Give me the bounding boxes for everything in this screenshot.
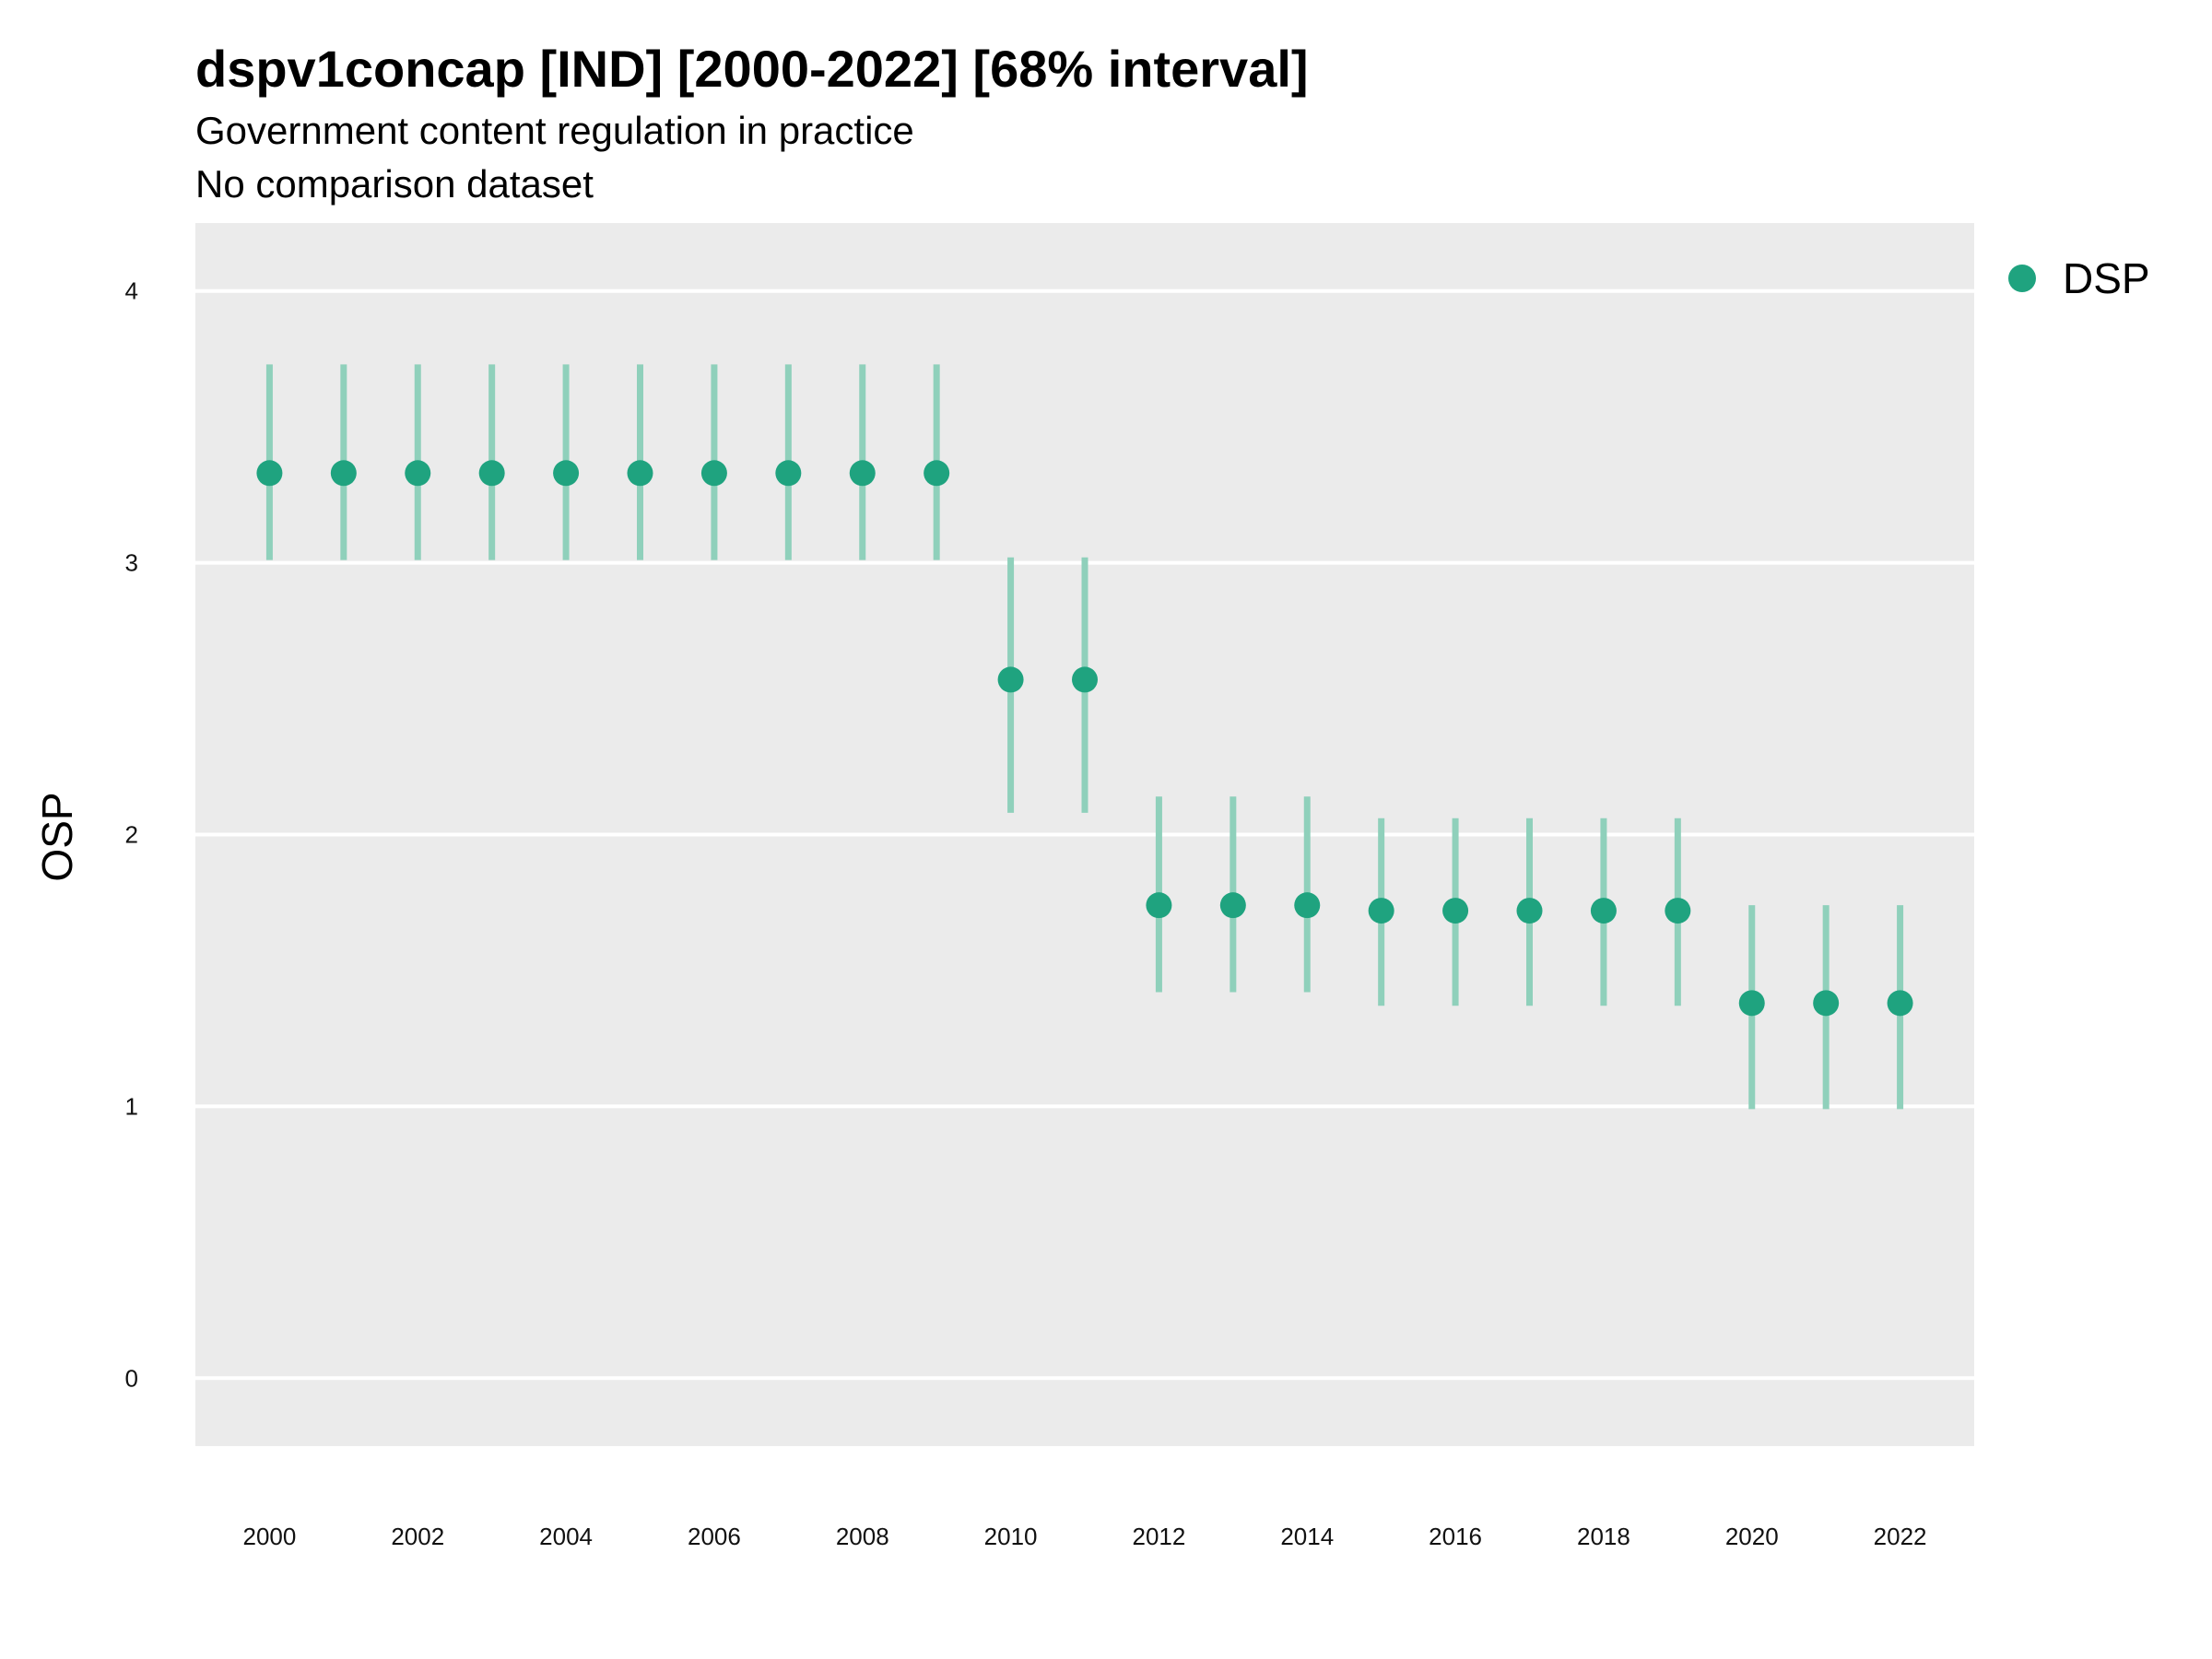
x-axis-ticks: 2000 2002 2004 2006 2008 2010 2012 2014 2016 2018…: [242, 1523, 1926, 1550]
x-tick-label-2008: 2008: [836, 1523, 889, 1550]
y-tick-label-4: 4: [125, 277, 138, 305]
point-2001: [330, 460, 357, 487]
point-2004: [553, 460, 580, 487]
chart-subtitle-line-2: No comparison dataset: [195, 162, 594, 206]
point-2010: [997, 666, 1024, 693]
point-2006: [700, 460, 727, 487]
point-2007: [775, 460, 802, 487]
y-axis-ticks: 0 1 2 3 4: [125, 277, 138, 1393]
point-2003: [478, 460, 505, 487]
point-2002: [405, 460, 431, 487]
point-2019: [1665, 898, 1691, 924]
point-2017: [1516, 898, 1543, 924]
legend: DSP: [2008, 254, 2150, 302]
y-tick-label-0: 0: [125, 1364, 138, 1392]
x-tick-label-2022: 2022: [1874, 1523, 1927, 1550]
point-2011: [1072, 666, 1098, 693]
y-tick-label-2: 2: [125, 821, 138, 849]
point-2012: [1146, 892, 1172, 919]
point-2016: [1442, 898, 1469, 924]
legend-marker-dsp: [2008, 265, 2036, 292]
point-2000: [256, 460, 283, 487]
point-2015: [1368, 898, 1394, 924]
x-tick-label-2012: 2012: [1132, 1523, 1185, 1550]
point-2005: [627, 460, 653, 487]
point-2008: [849, 460, 876, 487]
x-tick-label-2016: 2016: [1429, 1523, 1482, 1550]
point-2013: [1219, 892, 1246, 919]
y-tick-label-1: 1: [125, 1092, 138, 1120]
x-tick-label-2004: 2004: [539, 1523, 593, 1550]
x-tick-label-2014: 2014: [1280, 1523, 1334, 1550]
chart-title: dspv1concap [IND] [2000-2022] [68% inter…: [195, 40, 1309, 98]
legend-label-dsp: DSP: [2063, 254, 2150, 302]
chart-subtitle-line-1: Government content regulation in practic…: [195, 109, 914, 152]
data-points: [256, 460, 1913, 1017]
y-tick-label-3: 3: [125, 549, 138, 577]
x-tick-label-2010: 2010: [984, 1523, 1038, 1550]
point-2020: [1738, 990, 1765, 1017]
point-2009: [924, 460, 950, 487]
point-2018: [1590, 898, 1617, 924]
x-tick-label-2000: 2000: [242, 1523, 296, 1550]
y-axis-label: OSP: [33, 792, 81, 881]
x-tick-label-2002: 2002: [391, 1523, 444, 1550]
x-tick-label-2020: 2020: [1725, 1523, 1779, 1550]
point-2014: [1294, 892, 1321, 919]
point-2021: [1813, 990, 1840, 1017]
x-tick-label-2018: 2018: [1577, 1523, 1630, 1550]
x-tick-label-2006: 2006: [688, 1523, 741, 1550]
point-2022: [1887, 990, 1913, 1017]
